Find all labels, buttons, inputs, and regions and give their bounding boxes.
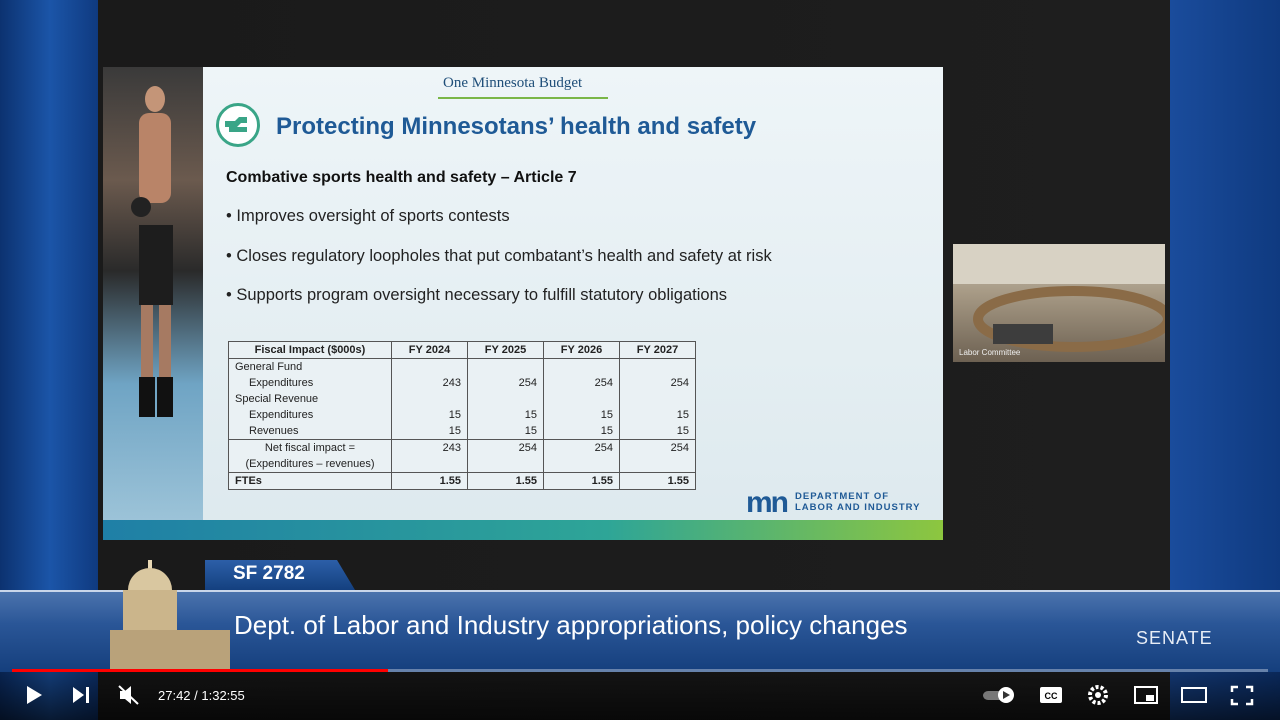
table-row: FTEs 1.55 1.55 1.55 1.55 — [228, 472, 696, 490]
empty-cell — [391, 358, 468, 375]
header-row: Fiscal Impact ($000s) FY 2024 FY 2025 FY 20… — [228, 341, 696, 359]
svg-text:CC: CC — [1045, 691, 1058, 701]
value-cell: 15 — [619, 407, 696, 423]
value-cell: 15 — [543, 407, 620, 423]
value-cell: 254 — [467, 439, 544, 473]
empty-cell — [543, 391, 620, 407]
value-cell: 243 — [391, 439, 468, 473]
value-cell: 15 — [391, 407, 468, 423]
value-cell: 15 — [467, 407, 544, 423]
value-cell: 15 — [619, 423, 696, 440]
table-row: Expenditures 15 15 15 15 — [228, 407, 696, 423]
empty-cell — [543, 358, 620, 375]
inset-label: Labor Committee — [959, 348, 1021, 357]
network-logo: SENATE — [1136, 628, 1213, 648]
logo-text: DEPARTMENT OF LABOR AND INDUSTRY — [795, 491, 921, 513]
value-cell: 254 — [467, 375, 544, 391]
value-cell: 254 — [543, 375, 620, 391]
value-cell: 15 — [391, 423, 468, 440]
slide-title: Protecting Minnesotans’ health and safet… — [276, 113, 757, 140]
boxer-figure — [131, 86, 173, 417]
row-label: Expenditures — [228, 375, 392, 391]
committee-video: Labor Committee — [953, 244, 1165, 362]
fiscal-table: Fiscal Impact ($000s) FY 2024 FY 2025 FY 20… — [228, 341, 696, 490]
row-label: FTEs — [228, 472, 392, 490]
mute-button[interactable] — [118, 685, 139, 705]
boxer-photo — [103, 67, 203, 520]
miniplayer-button[interactable] — [1134, 686, 1158, 704]
play-button[interactable] — [27, 686, 42, 704]
empty-cell — [391, 391, 468, 407]
progress-played — [12, 669, 388, 672]
slide-header: One Minnesota Budget — [443, 75, 583, 91]
slide-subtitle: Combative sports health and safety – Art… — [226, 169, 577, 186]
next-button[interactable] — [73, 687, 89, 703]
value-cell: 254 — [619, 439, 696, 473]
theater-button[interactable] — [1181, 687, 1207, 703]
autoplay-toggle[interactable] — [983, 687, 1014, 703]
slide: One Minnesota Budget Protecting Minnesot… — [103, 67, 943, 540]
committee-room — [953, 244, 1165, 352]
control-icons: CC — [27, 685, 1254, 706]
time-display: 27:42 / 1:32:55 — [158, 688, 245, 703]
value-cell: 254 — [543, 439, 620, 473]
table-row: Expenditures 243 254 254 254 — [228, 375, 696, 391]
header-cell: FY 2027 — [619, 341, 696, 359]
row-label: Revenues — [228, 423, 392, 440]
bill-tab — [205, 560, 355, 590]
captions-button[interactable]: CC — [1040, 687, 1062, 703]
bill-number: SF 2782 — [233, 563, 305, 584]
value-cell: 15 — [543, 423, 620, 440]
value-cell: 1.55 — [619, 472, 696, 490]
table-row: Special Revenue — [228, 391, 696, 407]
header-underline — [438, 97, 608, 99]
value-cell: 1.55 — [391, 472, 468, 490]
row-label: General Fund — [228, 358, 392, 375]
table-row: Net fiscal impact = (Expenditures – reve… — [228, 439, 696, 473]
empty-cell — [467, 391, 544, 407]
row-label: Special Revenue — [228, 391, 392, 407]
header-cell: FY 2024 — [391, 341, 468, 359]
empty-cell — [619, 391, 696, 407]
header-cell: Fiscal Impact ($000s) — [228, 341, 392, 359]
value-cell: 1.55 — [467, 472, 544, 490]
player-controls — [0, 672, 1280, 720]
value-cell: 15 — [467, 423, 544, 440]
wrench-icon — [225, 117, 247, 132]
header-cell: FY 2026 — [543, 341, 620, 359]
settings-button[interactable] — [1088, 685, 1108, 705]
table-row: General Fund — [228, 358, 696, 375]
row-label: Expenditures — [228, 407, 392, 423]
row-label: Net fiscal impact = (Expenditures – reve… — [228, 439, 392, 473]
capitol-dome — [110, 560, 230, 670]
value-cell: 243 — [391, 375, 468, 391]
bullet: • Improves oversight of sports contests — [226, 207, 510, 225]
header-cell: FY 2025 — [467, 341, 544, 359]
bullet: • Supports program oversight necessary t… — [226, 286, 728, 304]
headline: Dept. of Labor and Industry appropriatio… — [234, 610, 908, 640]
value-cell: 1.55 — [543, 472, 620, 490]
value-cell: 254 — [619, 375, 696, 391]
progress-track[interactable] — [12, 669, 1268, 672]
empty-cell — [467, 358, 544, 375]
empty-cell — [619, 358, 696, 375]
fullscreen-button[interactable] — [1230, 685, 1254, 706]
slide-footer-stripe — [103, 520, 943, 540]
bullet: • Closes regulatory loopholes that put c… — [226, 247, 772, 265]
logo-line: LABOR AND INDUSTRY — [795, 502, 921, 513]
logo-line: DEPARTMENT OF — [795, 491, 890, 502]
title-icon — [216, 103, 260, 147]
table-row: Revenues 15 15 15 15 — [228, 423, 696, 440]
logo-mark: mn — [746, 486, 789, 519]
